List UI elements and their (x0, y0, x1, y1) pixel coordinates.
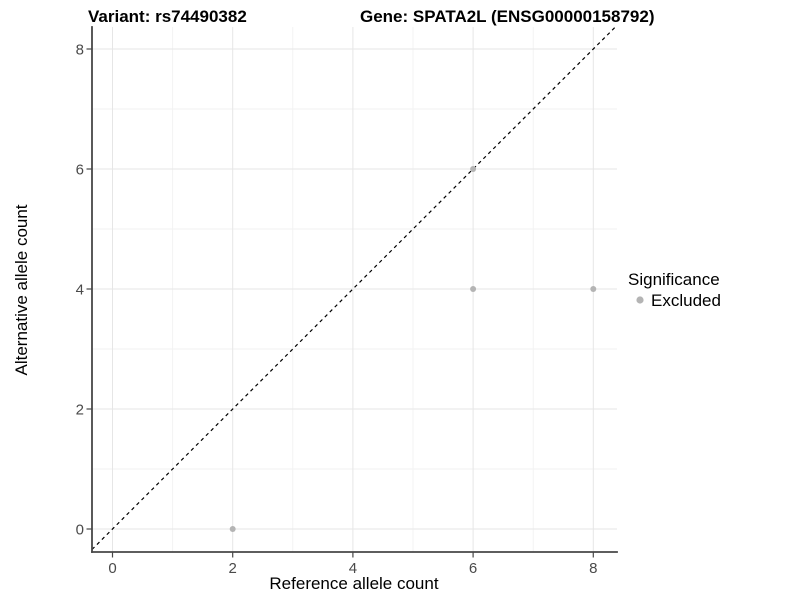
x-tick-label: 6 (469, 560, 477, 577)
data-points (229, 166, 597, 532)
x-tick-labels: 0 2 4 6 8 (108, 560, 597, 577)
legend-key-excluded-icon (636, 296, 644, 304)
y-tick-label: 4 (76, 282, 84, 299)
legend-label-excluded: Excluded (651, 291, 721, 310)
y-tick-label: 0 (76, 522, 84, 539)
x-tick-marks (111, 552, 594, 558)
data-point (470, 166, 477, 172)
y-tick-label: 8 (76, 42, 84, 59)
legend-title: Significance (628, 270, 720, 289)
y-tick-labels: 0 2 4 6 8 (76, 42, 84, 539)
data-point (229, 526, 236, 532)
data-point (590, 286, 597, 292)
x-tick-label: 0 (108, 560, 116, 577)
y-tick-label: 2 (76, 402, 84, 419)
x-axis-label: Reference allele count (269, 574, 438, 593)
x-tick-label: 2 (229, 560, 237, 577)
x-tick-label: 8 (589, 560, 597, 577)
plot-title-gene: Gene: SPATA2L (ENSG00000158792) (360, 7, 655, 26)
y-tick-label: 6 (76, 162, 84, 179)
identity-line-group (91, 26, 616, 550)
gridlines-major (92, 27, 617, 552)
y-tick-marks (86, 48, 92, 530)
plot-title-variant: Variant: rs74490382 (88, 7, 247, 26)
data-point (470, 286, 477, 292)
y-axis-label: Alternative allele count (12, 204, 31, 375)
identity-line (91, 26, 616, 550)
x-tick-label: 4 (349, 560, 357, 577)
legend: Significance Excluded (628, 270, 721, 310)
